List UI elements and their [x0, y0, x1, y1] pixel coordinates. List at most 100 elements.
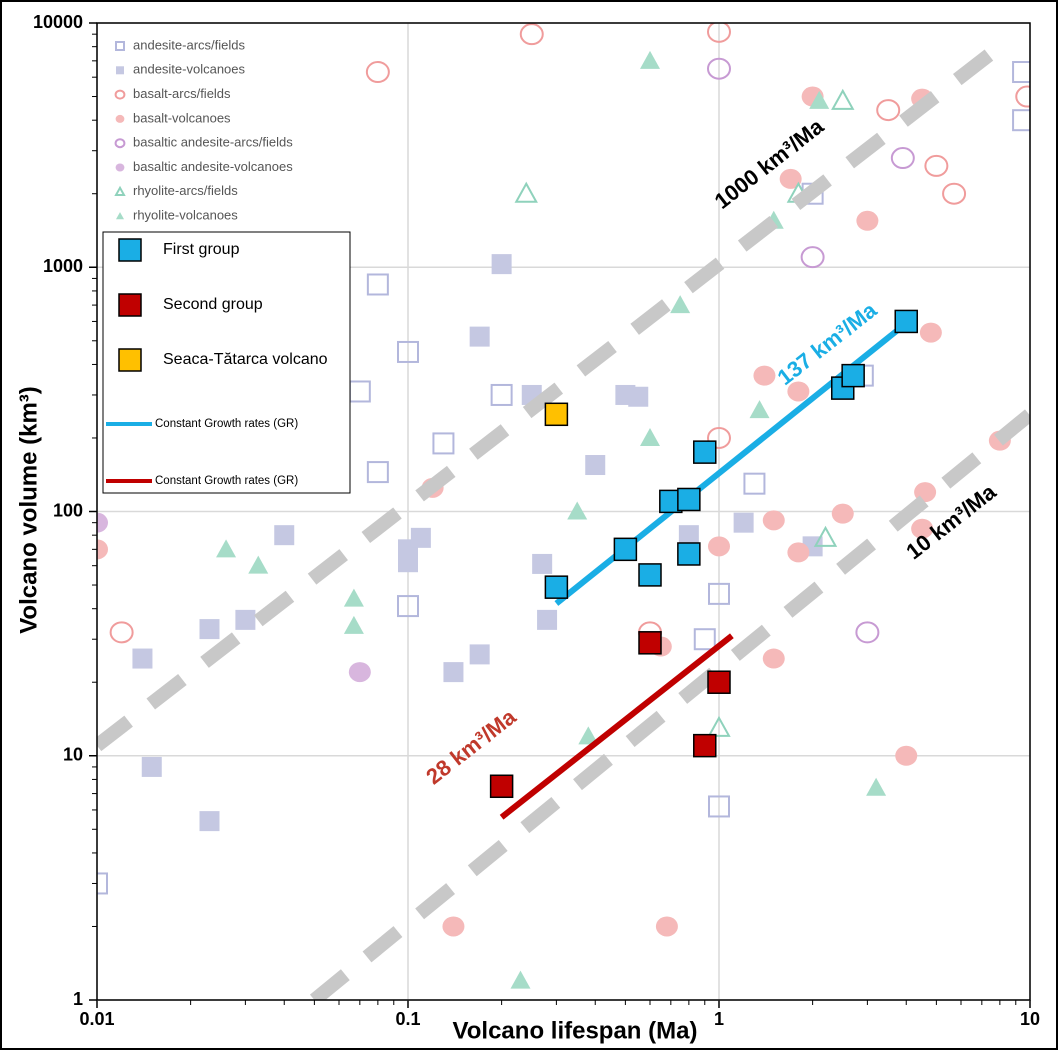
x-tick-label: 0.1: [395, 1009, 420, 1029]
marker: [640, 50, 661, 69]
legend: First group Second group Seaca-Tătarca vol…: [102, 231, 351, 494]
legend-bg: [100, 26, 348, 230]
legend-label: Constant Growth rates (GR): [155, 418, 298, 430]
legend-label: andesite-volcanoes: [133, 62, 246, 77]
marker: [638, 563, 662, 587]
marker: [115, 114, 125, 123]
marker: [787, 542, 810, 563]
legend-background: andesite-arcs/fields andesite-volcanoes ba…: [100, 26, 348, 230]
marker: [942, 182, 967, 205]
marker: [924, 154, 949, 177]
marker: [707, 670, 731, 694]
line: [309, 408, 1030, 1000]
marker: [118, 238, 142, 262]
marker: [469, 644, 490, 665]
marker: [115, 41, 125, 51]
marker: [753, 365, 776, 386]
x-tick-label: 0.01: [79, 1009, 114, 1029]
marker: [707, 715, 731, 737]
x-axis-title: Volcano lifespan (Ma): [453, 1017, 698, 1044]
line: [97, 34, 1013, 752]
marker: [628, 386, 649, 407]
marker: [787, 381, 810, 402]
marker: [514, 181, 538, 203]
legend-label: basaltic andesite-volcanoes: [133, 159, 293, 174]
marker: [519, 23, 544, 46]
y-axis-title: Volcano volume (km³): [15, 386, 42, 634]
marker: [97, 872, 108, 895]
marker: [491, 254, 512, 275]
plot-border: [96, 22, 1031, 1001]
marker: [640, 427, 661, 446]
marker: [707, 23, 731, 43]
marker: [199, 811, 220, 832]
marker: [216, 539, 237, 558]
marker: [809, 90, 830, 109]
marker: [118, 348, 142, 372]
y-tick-label: 10: [63, 745, 83, 765]
marker: [132, 648, 153, 669]
marker: [489, 774, 514, 799]
marker: [443, 662, 464, 683]
y-tick-label: 1: [73, 989, 83, 1009]
marker: [638, 631, 662, 655]
marker: [97, 539, 108, 560]
marker: [919, 322, 942, 343]
marker: [894, 309, 918, 334]
marker: [866, 777, 887, 796]
marker: [677, 487, 701, 512]
marker: [762, 648, 785, 669]
marker: [397, 595, 419, 618]
marker: [114, 138, 126, 149]
marker: [779, 168, 802, 189]
legend-label: rhyolite-volcanoes: [133, 208, 238, 223]
marker: [762, 510, 785, 531]
marker: [670, 295, 691, 314]
marker: [118, 293, 142, 317]
marker: [235, 609, 256, 630]
marker: [469, 326, 490, 347]
marker: [343, 615, 364, 634]
marker: [911, 518, 934, 539]
marker: [365, 61, 390, 84]
marker: [567, 501, 588, 520]
marker: [510, 970, 531, 989]
legend-label: basaltic andesite-arcs/fields: [133, 135, 293, 150]
marker: [585, 455, 606, 476]
marker: [532, 553, 553, 574]
marker: [707, 57, 731, 80]
marker: [537, 609, 558, 630]
marker: [876, 99, 901, 122]
marker: [97, 512, 108, 533]
marker: [813, 525, 838, 547]
legend-label: Constant Growth rates (GR): [155, 475, 298, 487]
marker: [114, 185, 126, 196]
marker: [1012, 109, 1030, 132]
y-tick-label: 10000: [33, 12, 83, 32]
marker: [578, 726, 599, 745]
marker: [856, 210, 879, 231]
marker: [708, 536, 730, 557]
marker: [895, 745, 918, 766]
marker: [109, 621, 134, 644]
marker: [678, 525, 699, 546]
x-tick-label: 10: [1020, 1009, 1040, 1029]
marker: [366, 461, 389, 484]
marker: [1015, 85, 1030, 108]
marker: [114, 89, 126, 100]
marker: [693, 628, 716, 651]
marker: [366, 273, 389, 296]
y-tick-label: 100: [53, 500, 83, 520]
marker: [855, 621, 880, 644]
marker: [831, 88, 855, 110]
marker: [733, 512, 754, 533]
marker: [707, 426, 731, 449]
marker: [708, 795, 730, 818]
legend-label: andesite-arcs/fields: [133, 37, 245, 52]
marker: [116, 66, 124, 75]
marker: [116, 212, 124, 220]
marker: [274, 525, 295, 546]
marker: [432, 432, 455, 455]
legend-box: [102, 231, 351, 494]
